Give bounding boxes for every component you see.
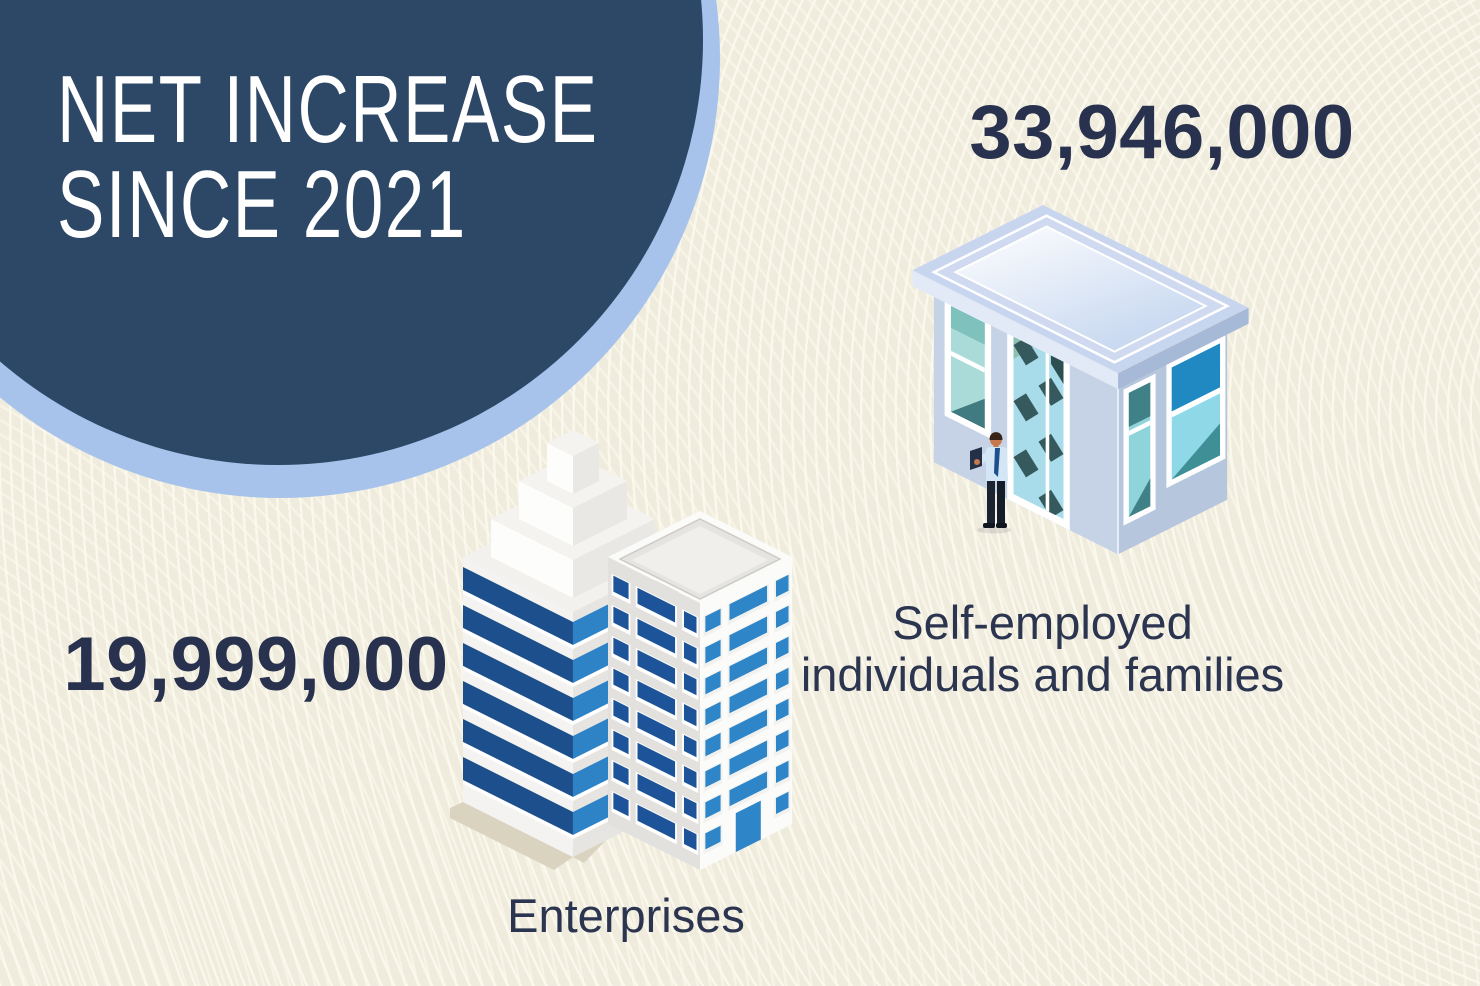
self-employed-value: 33,946,000 <box>969 90 1355 175</box>
title-line-1: NET INCREASE <box>57 56 599 163</box>
shop-roof <box>912 205 1249 390</box>
enterprises-value: 19,999,000 <box>63 622 449 707</box>
self-employed-label-line2: individuals and families <box>800 648 1285 701</box>
person-figure <box>970 432 1011 534</box>
storefront-icon <box>912 205 1249 555</box>
shop-front-wall <box>933 284 1119 555</box>
enterprises-label: Enterprises <box>507 889 745 942</box>
shop-skylight <box>953 225 1208 353</box>
self-employed-label: Self-employed individuals and families <box>790 597 1295 701</box>
shop-window-narrow <box>1123 373 1156 526</box>
shop-door <box>1007 320 1070 531</box>
tower-front <box>608 511 793 871</box>
shop-window-left <box>944 295 992 439</box>
shop-side-wall <box>1118 321 1228 555</box>
self-employed-label-line1: Self-employed <box>892 596 1193 649</box>
page-title: NET INCREASE SINCE 2021 <box>57 56 599 258</box>
title-line-2: SINCE 2021 <box>57 151 467 258</box>
office-towers-icon <box>450 430 793 871</box>
ground-shadow <box>450 802 573 870</box>
shop-window-large <box>1166 334 1226 489</box>
badge-circle: NET INCREASE SINCE 2021 <box>0 0 703 465</box>
